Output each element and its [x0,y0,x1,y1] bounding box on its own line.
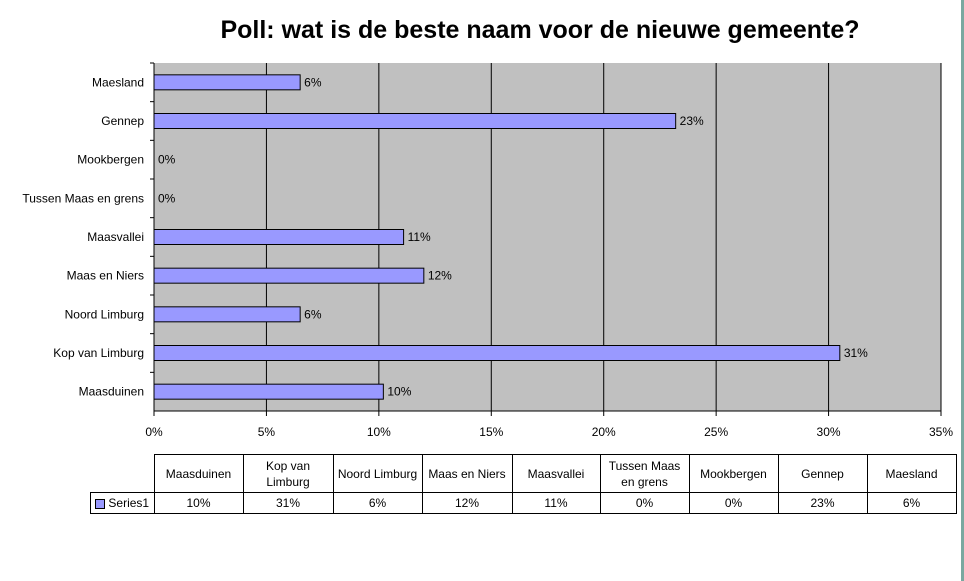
table-column-header: Maesland [866,454,957,493]
chart-title: Poll: wat is de beste naam voor de nieuw… [220,16,860,44]
data-label: 10% [387,385,411,399]
data-label: 0% [158,191,176,205]
category-label: Gennep [101,114,144,128]
table-cell: 31% [242,492,334,514]
bar [153,74,301,91]
table-column-header: Noord Limburg [332,454,423,493]
table-column-header: Mookbergen [688,454,779,493]
bar [153,383,384,400]
legend-key-swatch [95,498,106,509]
table-column-header: Maasduinen [153,454,244,493]
table-corner [91,455,155,493]
bar [153,113,677,129]
category-label: Maesland [92,75,144,89]
data-label: 12% [428,269,452,283]
x-tick-label: 30% [817,425,841,439]
data-label: 11% [408,230,431,244]
category-label: Maasduinen [79,385,144,399]
bar-chart: 0% 5% 10% 15% 20% 25% 30% 35% Maesland 6% Gennep 23… [22,62,953,439]
bar [153,306,301,323]
legend-entry: Series1 [90,492,155,514]
table-column-header: Kop van Limburg [242,454,334,493]
data-label: 6% [304,75,322,89]
table-column-header: Tussen Maas en grens [599,454,690,493]
bar [153,229,405,245]
table-cell: 11% [511,492,601,514]
table-column-header: Maas en Niers [421,454,513,493]
x-tick-label: 15% [479,425,503,439]
bar [153,345,841,361]
category-label: Maasvallei [87,230,144,244]
table-cell: 10% [153,492,244,514]
table-cell: 0% [688,492,779,514]
x-tick-label: 10% [367,425,391,439]
category-label: Maas en Niers [67,269,144,283]
table-cell: 12% [421,492,513,514]
x-tick-label: 0% [145,425,163,439]
x-tick-label: 35% [929,425,953,439]
x-tick-label: 20% [592,425,616,439]
data-label: 31% [844,346,868,360]
category-label: Tussen Maas en grens [22,191,144,205]
category-label: Mookbergen [77,153,144,167]
x-tick-label: 25% [704,425,728,439]
table-cell: 6% [332,492,423,514]
category-label: Kop van Limburg [53,346,144,360]
category-label: Noord Limburg [65,307,144,321]
data-table: Maasduinen Kop van Limburg Noord Limburg Ma… [90,454,957,514]
table-column-header: Maasvallei [511,454,601,493]
table-column-header: Gennep [777,454,868,493]
data-label: 0% [158,153,176,167]
table-cell: 6% [866,492,957,514]
window-edge [961,0,964,581]
x-tick-label: 5% [258,425,276,439]
legend-label: Series1 [108,496,150,510]
data-label: 6% [304,307,322,321]
bar [153,267,425,284]
table-cell: 0% [599,492,690,514]
data-label: 23% [680,114,704,128]
table-cell: 23% [777,492,868,514]
